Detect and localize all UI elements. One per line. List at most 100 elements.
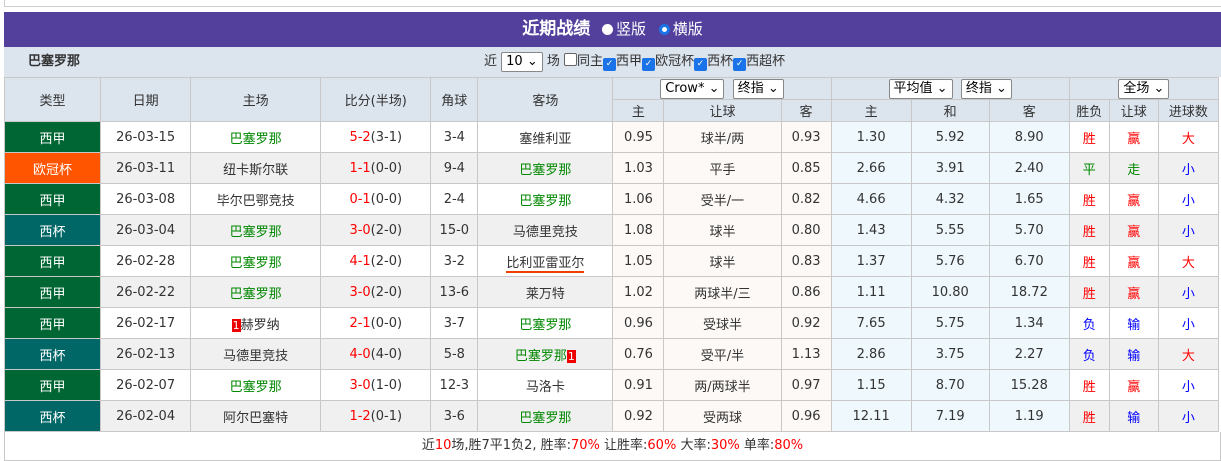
home-team[interactable]: 阿尔巴塞特 (190, 400, 322, 432)
eu-home-odds: 7.65 (830, 307, 912, 339)
score[interactable]: 0-1(0-0) (320, 183, 432, 215)
result-ah: 赢 (1108, 214, 1159, 246)
match-type[interactable]: 西杯 (3, 338, 102, 370)
eu-draw-odds: 3.75 (910, 338, 990, 370)
score[interactable]: 5-2(3-1) (320, 121, 432, 153)
away-team[interactable]: 莱万特 (477, 276, 614, 308)
match-date: 26-02-17 (100, 307, 192, 339)
match-type[interactable]: 西甲 (3, 121, 102, 153)
home-team[interactable]: 毕尔巴鄂竞技 (190, 183, 322, 215)
result-ah: 赢 (1108, 276, 1159, 308)
home-team[interactable]: 马德里竞技 (190, 338, 322, 370)
comp-label: 欧冠杯 (655, 54, 695, 69)
away-team[interactable]: 巴塞罗那 (477, 183, 614, 215)
home-team[interactable]: 巴塞罗那 (190, 121, 322, 153)
layout-horizontal-radio[interactable] (658, 24, 670, 35)
match-type[interactable]: 西甲 (3, 276, 102, 308)
corners: 3-4 (430, 121, 479, 153)
comp-label: 西超杯 (746, 54, 786, 69)
result-wl: 平 (1068, 152, 1110, 184)
result-ah: 赢 (1108, 245, 1159, 277)
comp-checkbox[interactable]: ✓ (733, 58, 747, 71)
result-ah: 输 (1108, 307, 1159, 339)
ah-home-odds: 0.92 (612, 400, 665, 432)
away-team[interactable]: 巴塞罗那 (477, 307, 614, 339)
score[interactable]: 3-0(2-0) (320, 276, 432, 308)
home-team[interactable]: 1赫罗纳 (190, 307, 322, 339)
ah-away-odds: 0.85 (780, 152, 832, 184)
score[interactable]: 2-1(0-0) (320, 307, 432, 339)
match-type[interactable]: 西甲 (3, 245, 102, 277)
match-date: 26-02-13 (100, 338, 192, 370)
result-goals: 小 (1157, 369, 1220, 401)
eu-mode-select[interactable]: 终指 ⌄ (960, 78, 1012, 99)
table-row: 西杯 26-03-04 巴塞罗那 3-0(2-0) 15-0 马德里竞技 1.0… (3, 214, 1220, 246)
away-team[interactable]: 塞维利亚 (477, 121, 614, 153)
match-type[interactable]: 欧冠杯 (3, 152, 102, 184)
same-home-checkbox[interactable] (564, 53, 578, 66)
away-team[interactable]: 巴塞罗那 (477, 400, 614, 432)
score[interactable]: 3-0(2-0) (320, 214, 432, 246)
col-date: 日期 (100, 77, 192, 122)
home-team[interactable]: 巴塞罗那 (190, 245, 322, 277)
score[interactable]: 1-1(0-0) (320, 152, 432, 184)
score[interactable]: 1-2(0-1) (320, 400, 432, 432)
comp-checkbox[interactable]: ✓ (694, 58, 708, 71)
match-date: 26-02-04 (100, 400, 192, 432)
period-select[interactable]: 全场 ⌄ (1118, 78, 1170, 99)
ah-home-odds: 1.03 (612, 152, 665, 184)
result-ah: 赢 (1108, 183, 1159, 215)
col-wl: 胜负 (1068, 99, 1110, 122)
col-score: 比分(半场) (320, 77, 432, 122)
eu-home-odds: 2.66 (830, 152, 912, 184)
comp-checkbox[interactable]: ✓ (642, 58, 656, 71)
ah-line: 受半/一 (663, 183, 782, 215)
layout-vertical-radio[interactable] (601, 24, 613, 35)
away-team[interactable]: 巴塞罗那 (477, 152, 614, 184)
eu-away-odds: 6.70 (988, 245, 1070, 277)
comp-checkbox[interactable]: ✓ (603, 58, 617, 71)
score[interactable]: 3-0(1-0) (320, 369, 432, 401)
eu-home-odds: 1.37 (830, 245, 912, 277)
eu-draw-odds: 5.92 (910, 121, 990, 153)
home-team[interactable]: 纽卡斯尔联 (190, 152, 322, 184)
corners: 3-7 (430, 307, 479, 339)
eu-home-odds: 12.11 (830, 400, 912, 432)
table-row: 西杯 26-02-04 阿尔巴塞特 1-2(0-1) 3-6 巴塞罗那 0.92… (3, 400, 1220, 432)
home-team[interactable]: 巴塞罗那 (190, 214, 322, 246)
away-team[interactable]: 比利亚雷亚尔 (477, 245, 614, 277)
match-type[interactable]: 西甲 (3, 307, 102, 339)
home-team[interactable]: 巴塞罗那 (190, 276, 322, 308)
ah-mode-select[interactable]: 终指 ⌄ (732, 78, 784, 99)
away-team[interactable]: 马德里竞技 (477, 214, 614, 246)
away-team[interactable]: 巴塞罗那1 (477, 338, 614, 370)
match-type[interactable]: 西杯 (3, 400, 102, 432)
match-type[interactable]: 西甲 (3, 369, 102, 401)
result-ah: 赢 (1108, 121, 1159, 153)
ah-away-odds: 0.80 (780, 214, 832, 246)
match-type[interactable]: 西杯 (3, 214, 102, 246)
ah-away-odds: 0.83 (780, 245, 832, 277)
away-team[interactable]: 马洛卡 (477, 369, 614, 401)
eu-away-odds: 1.34 (988, 307, 1070, 339)
layout-horizontal-label[interactable]: 横版 (672, 20, 703, 38)
col-ah-home: 主 (612, 99, 665, 122)
layout-vertical-label[interactable]: 竖版 (615, 20, 646, 38)
score[interactable]: 4-0(4-0) (320, 338, 432, 370)
eu-away-odds: 18.72 (988, 276, 1070, 308)
result-goals: 大 (1157, 245, 1220, 277)
eu-draw-odds: 8.70 (910, 369, 990, 401)
corners: 3-2 (430, 245, 479, 277)
ah-home-odds: 1.02 (612, 276, 665, 308)
match-table: 类型 日期 主场 比分(半场) 角球 客场 Crow* ⌄ 终指 ⌄ 平均值 ⌄… (3, 77, 1220, 432)
match-type[interactable]: 西甲 (3, 183, 102, 215)
home-team[interactable]: 巴塞罗那 (190, 369, 322, 401)
corners: 13-6 (430, 276, 479, 308)
ah-line: 受两球 (663, 400, 782, 432)
score[interactable]: 4-1(2-0) (320, 245, 432, 277)
result-goals: 小 (1157, 307, 1220, 339)
ah-selectors: Crow* ⌄ 终指 ⌄ (612, 77, 832, 100)
ah-company-select[interactable]: Crow* ⌄ (660, 78, 725, 99)
eu-company-select[interactable]: 平均值 ⌄ (888, 78, 953, 99)
match-count-select[interactable]: 10 ⌄ (501, 51, 543, 72)
